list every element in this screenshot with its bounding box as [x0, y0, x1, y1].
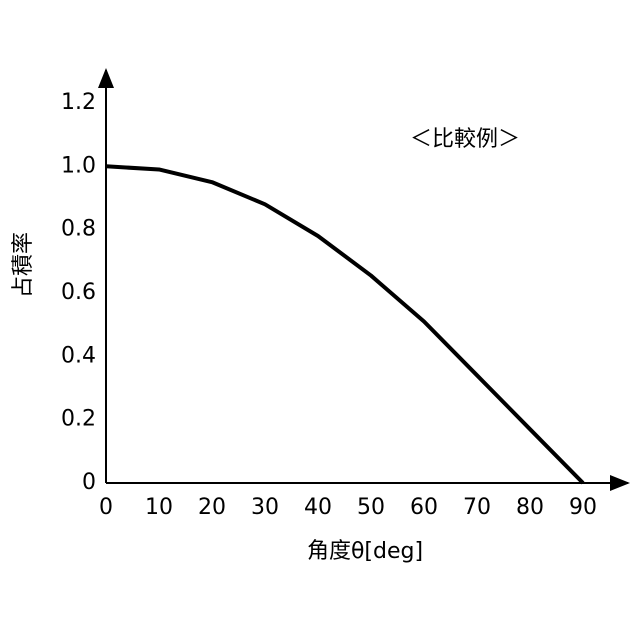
x-axis-label: 角度θ[deg] — [307, 539, 423, 564]
page: {"chart_data": {"type": "line", "annotat… — [0, 0, 640, 640]
annotation: ＜比較例＞ — [410, 127, 520, 152]
y-tick-label: 0.2 — [61, 407, 96, 432]
chart: ＜比較例＞ 角度θ[deg] 占積率 0 0.2 0.4 0.6 0.8 1.0 1.2 0 1… — [0, 0, 640, 640]
x-tick-label: 90 — [569, 495, 597, 520]
y-tick-label: 0 — [82, 470, 96, 495]
x-tick-label: 80 — [516, 495, 544, 520]
x-tick-label: 30 — [251, 495, 279, 520]
x-tick-label: 10 — [145, 495, 173, 520]
x-tick-label: 60 — [410, 495, 438, 520]
x-tick-label: 20 — [198, 495, 226, 520]
y-tick-label: 1.0 — [61, 153, 96, 178]
y-tick-label: 0.6 — [61, 280, 96, 305]
y-tick-label: 0.4 — [61, 343, 96, 368]
y-tick-label: 0.8 — [61, 217, 96, 242]
x-tick-label: 70 — [463, 495, 491, 520]
y-axis-label: 占積率 — [11, 232, 36, 298]
x-tick-label: 40 — [304, 495, 332, 520]
x-tick-label: 50 — [357, 495, 385, 520]
x-tick-label: 0 — [99, 495, 113, 520]
data-line — [106, 166, 583, 483]
y-tick-label: 1.2 — [61, 90, 96, 115]
